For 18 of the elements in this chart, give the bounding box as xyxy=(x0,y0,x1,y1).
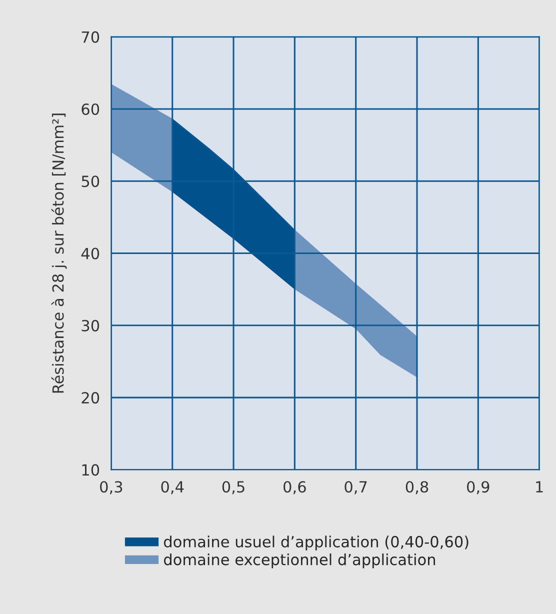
y-axis-title: Résistance à 28 j. sur béton [N/mm²] xyxy=(51,114,67,393)
x-tick-label: 0,5 xyxy=(222,481,244,494)
legend-label: domaine usuel d’application (0,40-0,60) xyxy=(164,536,468,550)
y-tick-label: 30 xyxy=(82,320,100,332)
y-tick-label: 50 xyxy=(82,176,100,188)
y-tick-label: 60 xyxy=(82,103,100,116)
legend-label: domaine exceptionnel d’application xyxy=(164,553,435,568)
y-tick-label: 40 xyxy=(81,248,100,260)
y-tick-label: 70 xyxy=(82,31,100,43)
x-tick-label: 0,6 xyxy=(284,481,306,494)
y-tick-label: 10 xyxy=(82,464,100,476)
x-tick-label: 0,3 xyxy=(100,481,122,494)
y-tick-label: 20 xyxy=(82,392,100,404)
x-tick-label: 0,4 xyxy=(161,481,184,494)
x-tick-label: 0,9 xyxy=(467,481,490,494)
x-tick-label: 1 xyxy=(536,481,543,492)
x-tick-label: 0,8 xyxy=(406,481,428,494)
x-tick-label: 0,7 xyxy=(344,481,367,494)
